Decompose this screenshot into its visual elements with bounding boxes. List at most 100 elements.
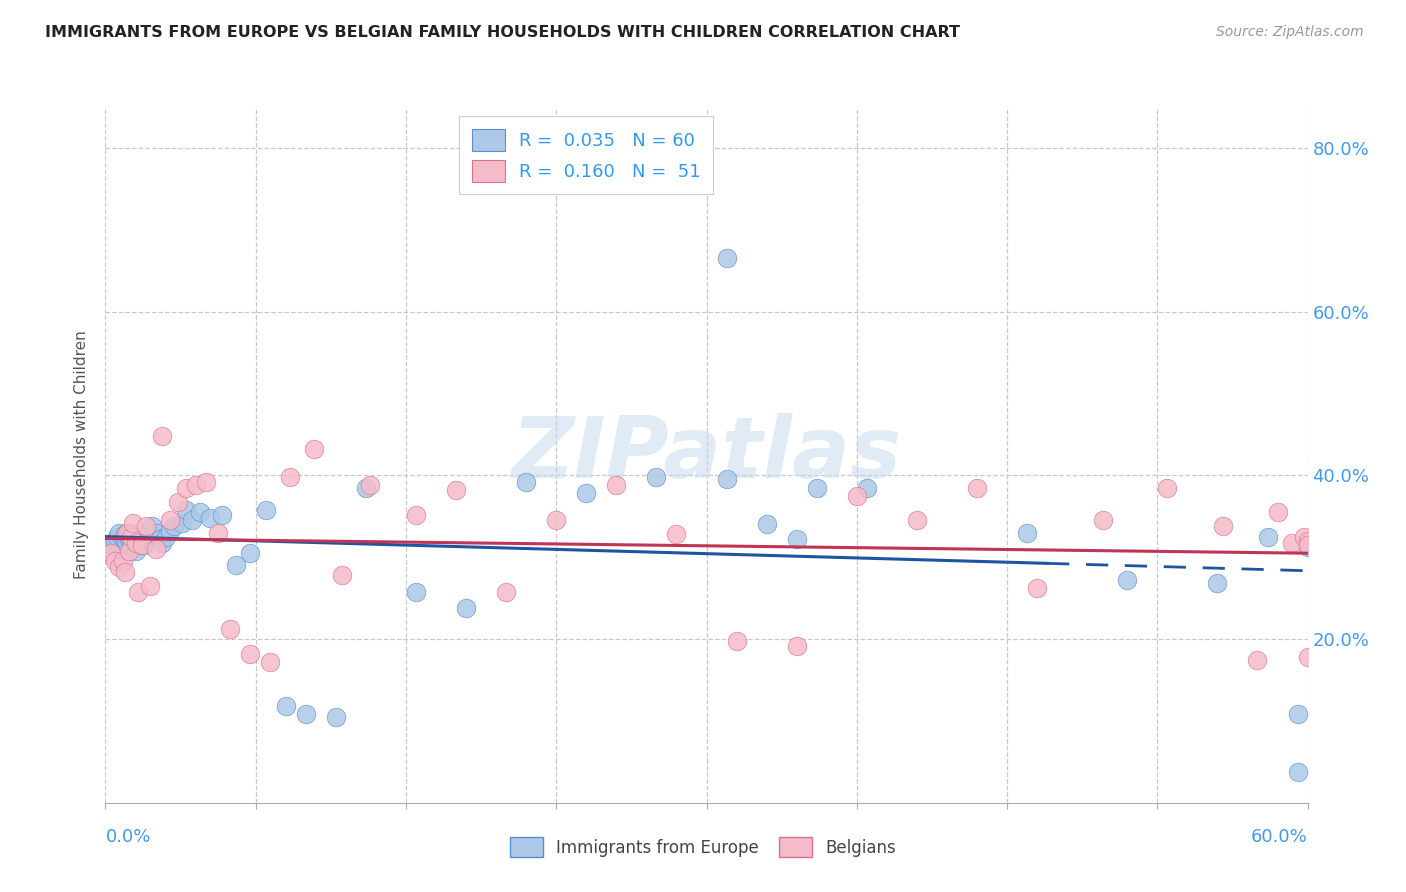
Point	[254, 502, 277, 516]
Point	[138, 524, 160, 538]
Point	[110, 542, 132, 557]
Point	[141, 519, 163, 533]
Point	[218, 622, 240, 636]
Point	[295, 707, 318, 722]
Point	[184, 478, 207, 492]
Point	[150, 429, 173, 443]
Point	[108, 560, 131, 574]
Point	[166, 494, 188, 508]
Text: 60.0%: 60.0%	[1251, 828, 1308, 846]
Point	[1257, 530, 1279, 544]
Point	[1156, 481, 1178, 495]
Point	[188, 505, 211, 519]
Point	[174, 502, 197, 516]
Point	[359, 478, 381, 492]
Point	[239, 647, 262, 661]
Point	[605, 478, 627, 492]
Point	[302, 442, 325, 457]
Text: Source: ZipAtlas.com: Source: ZipAtlas.com	[1216, 25, 1364, 39]
Point	[325, 710, 347, 724]
Point	[1026, 582, 1049, 596]
Point	[515, 475, 537, 489]
Point	[755, 517, 778, 532]
Point	[124, 535, 146, 549]
Point	[786, 533, 808, 547]
Point	[1092, 513, 1115, 527]
Point	[117, 525, 139, 540]
Legend: Immigrants from Europe, Belgians: Immigrants from Europe, Belgians	[503, 830, 903, 864]
Point	[1296, 533, 1319, 548]
Point	[1212, 519, 1234, 533]
Point	[121, 530, 143, 544]
Point	[454, 601, 477, 615]
Point	[145, 525, 167, 540]
Point	[1296, 650, 1319, 665]
Point	[495, 584, 517, 599]
Point	[150, 535, 173, 549]
Y-axis label: Family Households with Children: Family Households with Children	[75, 331, 90, 579]
Point	[207, 525, 229, 540]
Point	[118, 543, 141, 558]
Point	[444, 483, 467, 497]
Text: IMMIGRANTS FROM EUROPE VS BELGIAN FAMILY HOUSEHOLDS WITH CHILDREN CORRELATION CH: IMMIGRANTS FROM EUROPE VS BELGIAN FAMILY…	[45, 25, 960, 40]
Point	[174, 481, 197, 495]
Point	[148, 533, 170, 547]
Point	[138, 579, 160, 593]
Point	[716, 473, 738, 487]
Point	[845, 489, 868, 503]
Point	[145, 542, 167, 557]
Point	[121, 538, 143, 552]
Point	[278, 470, 301, 484]
Point	[330, 568, 353, 582]
Point	[122, 516, 145, 530]
Point	[114, 527, 136, 541]
Point	[162, 519, 184, 533]
Point	[136, 527, 159, 541]
Point	[100, 546, 122, 560]
Point	[1292, 530, 1315, 544]
Point	[1286, 707, 1309, 722]
Point	[122, 530, 145, 544]
Point	[108, 525, 131, 540]
Point	[1296, 538, 1319, 552]
Point	[1296, 541, 1319, 555]
Point	[104, 533, 127, 548]
Point	[665, 527, 688, 541]
Point	[114, 533, 136, 548]
Point	[546, 513, 568, 527]
Point	[1116, 573, 1139, 587]
Point	[135, 533, 157, 547]
Point	[107, 530, 129, 544]
Point	[180, 513, 202, 527]
Point	[905, 513, 928, 527]
Point	[725, 633, 748, 648]
Point	[239, 546, 262, 560]
Point	[966, 481, 988, 495]
Point	[132, 538, 155, 552]
Point	[118, 525, 141, 540]
Point	[274, 699, 297, 714]
Point	[118, 533, 141, 547]
Point	[806, 481, 828, 495]
Point	[1017, 525, 1039, 540]
Point	[405, 508, 427, 522]
Point	[259, 655, 281, 669]
Point	[405, 584, 427, 599]
Point	[117, 535, 139, 549]
Point	[124, 543, 146, 558]
Point	[124, 535, 146, 549]
Point	[1286, 764, 1309, 779]
Point	[855, 481, 877, 495]
Point	[645, 470, 668, 484]
Point	[131, 538, 153, 552]
Point	[128, 538, 150, 552]
Point	[159, 524, 181, 538]
Point	[104, 554, 127, 568]
Point	[112, 543, 135, 558]
Point	[198, 511, 221, 525]
Point	[127, 584, 149, 599]
Point	[1267, 505, 1289, 519]
Point	[135, 519, 157, 533]
Point	[575, 486, 598, 500]
Point	[211, 508, 233, 522]
